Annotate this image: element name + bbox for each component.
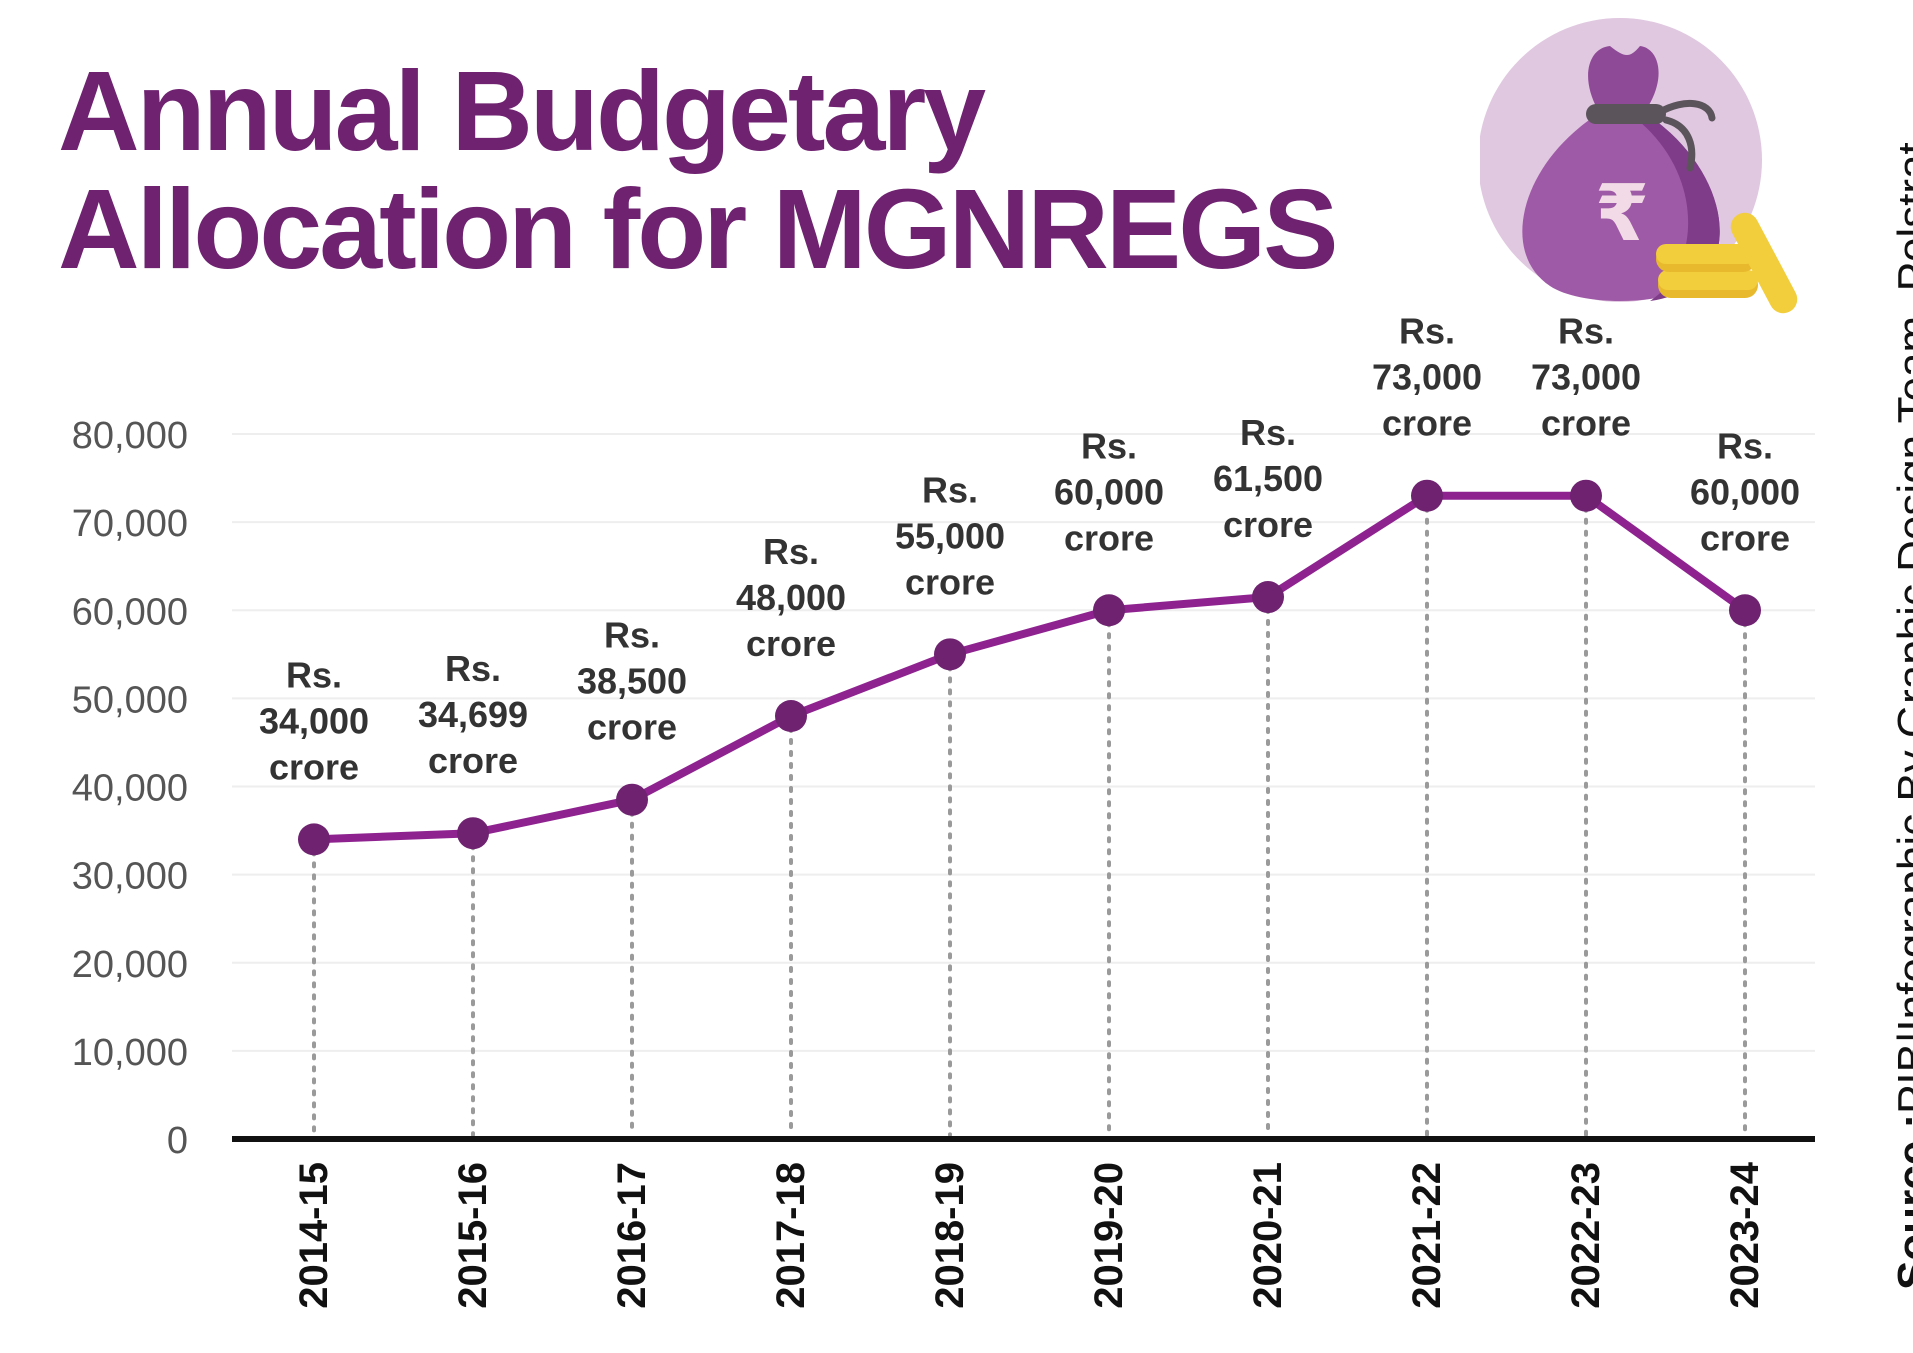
data-point [1570, 479, 1602, 512]
data-label-line: crore [428, 740, 518, 781]
data-label-line: Rs. [1240, 412, 1296, 453]
coin-bottom-top [1658, 270, 1758, 290]
x-tick-label: 2014-15 [292, 1162, 336, 1309]
data-label-line: crore [1382, 403, 1472, 444]
coin-top-top [1656, 244, 1756, 264]
data-label-line: crore [1223, 504, 1313, 545]
data-label-line: crore [746, 623, 836, 664]
data-label: Rs. 38,500 crore [577, 615, 687, 748]
chart-title: Annual Budgetary Allocation for MGNREGS [58, 48, 1338, 292]
bag-top-knot [1588, 46, 1659, 110]
data-label-line: crore [1541, 403, 1631, 444]
data-label-line: 61,500 [1213, 458, 1323, 499]
data-label-line: Rs. [604, 615, 660, 656]
x-tick-label: 2017-18 [769, 1162, 813, 1309]
data-label: Rs. 34,000 crore [259, 654, 369, 787]
x-tick-label: 2019-20 [1087, 1162, 1131, 1309]
chart-title-line-1: Annual Budgetary [58, 48, 986, 174]
chart-title-line-2: Allocation for MGNREGS [58, 166, 1338, 292]
data-point [457, 817, 489, 850]
data-label: Rs. 61,500 crore [1213, 412, 1323, 545]
data-label-line: crore [269, 746, 359, 787]
series-line [310, 491, 1749, 844]
data-label-line: Rs. [763, 531, 819, 572]
data-label: Rs. 48,000 crore [736, 531, 846, 664]
gridlines [232, 433, 1815, 1052]
y-tick-label: 30,000 [72, 856, 188, 898]
y-tick-label: 50,000 [72, 679, 188, 721]
y-tick-label: 40,000 [72, 768, 188, 810]
data-label: Rs. 34,699 crore [418, 648, 528, 781]
x-tick-label: 2015-16 [451, 1162, 495, 1309]
data-label-line: crore [587, 707, 677, 748]
data-point [616, 783, 648, 816]
data-label-line: Rs. [286, 654, 342, 695]
x-tick-label: 2021-22 [1405, 1162, 1449, 1309]
bag-tie-band [1586, 104, 1666, 124]
data-point [298, 823, 330, 856]
data-label-line: 48,000 [736, 577, 846, 618]
x-axis-tick-labels: 2014-15 2015-16 2016-17 2017-18 2018-19 2019-… [292, 1161, 1767, 1309]
x-tick-label: 2018-19 [928, 1162, 972, 1309]
rupee-symbol-icon: ₹ [1595, 169, 1649, 259]
data-label-line: Rs. [922, 469, 978, 510]
data-label-line: 55,000 [895, 515, 1005, 556]
data-label-line: Rs. [1717, 425, 1773, 466]
data-label-line: crore [905, 561, 995, 602]
data-point [934, 638, 966, 671]
data-label-line: Rs. [1081, 425, 1137, 466]
data-label-line: Rs. [1399, 311, 1455, 352]
data-label-line: 73,000 [1372, 357, 1482, 398]
x-tick-label: 2016-17 [610, 1162, 654, 1309]
data-label: Rs. 60,000 crore [1054, 425, 1164, 558]
data-points [298, 479, 1761, 856]
y-axis-tick-labels: 0 10,000 20,000 30,000 40,000 50,000 60,000 70,… [72, 415, 188, 1162]
data-label-line: 60,000 [1054, 471, 1164, 512]
data-point [1411, 479, 1443, 512]
y-tick-label: 0 [167, 1120, 188, 1162]
data-label-line: 34,699 [418, 694, 528, 735]
drop-lines [312, 493, 1747, 1137]
data-point [775, 700, 807, 732]
data-point [1093, 594, 1125, 627]
data-label-line: crore [1700, 517, 1790, 558]
data-label-line: 34,000 [259, 700, 369, 741]
data-label-line: 73,000 [1531, 357, 1641, 398]
data-point [1729, 594, 1761, 627]
data-point [1252, 581, 1284, 614]
money-bag-rupee-icon: ₹ [1480, 18, 1798, 314]
y-tick-label: 60,000 [72, 591, 188, 633]
y-tick-label: 80,000 [72, 415, 188, 457]
data-label: Rs. 73,000 crore [1531, 311, 1641, 444]
data-label-line: Rs. [1558, 311, 1614, 352]
x-tick-label: 2022-23 [1564, 1162, 1608, 1309]
data-label: Rs. 60,000 crore [1690, 425, 1800, 558]
data-label-line: 60,000 [1690, 471, 1800, 512]
coin-leaning [1730, 212, 1798, 314]
data-label: Rs. 73,000 crore [1372, 311, 1482, 444]
data-label: Rs. 55,000 crore [895, 469, 1005, 602]
data-label-line: crore [1064, 517, 1154, 558]
y-tick-label: 70,000 [72, 503, 188, 545]
x-tick-label: 2023-24 [1723, 1161, 1767, 1309]
y-tick-label: 10,000 [72, 1032, 188, 1074]
data-label-line: Rs. [445, 648, 501, 689]
data-labels: Rs. 34,000 crore Rs. 34,699 crore Rs. 38,500 cro… [259, 311, 1800, 788]
bag-string [1656, 99, 1716, 172]
x-tick-label: 2020-21 [1246, 1162, 1290, 1309]
data-label-line: 38,500 [577, 661, 687, 702]
y-tick-label: 20,000 [72, 944, 188, 986]
